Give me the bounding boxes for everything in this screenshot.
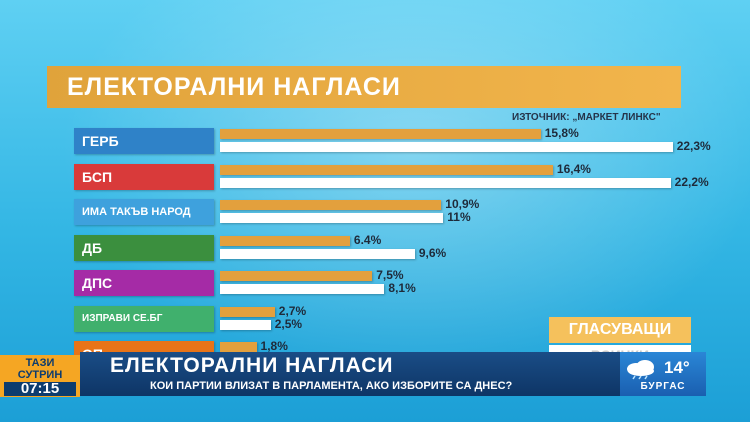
bar-current [220,284,385,294]
temperature: 14° [664,358,690,377]
party-label: ГЕРБ [74,128,214,154]
bar-previous [220,164,553,175]
show-logo-clock: ТАЗИ СУТРИН 07:15 [0,355,80,397]
show-name-line1: ТАЗИ [25,357,55,369]
bar-current [220,319,271,330]
bar-current [220,248,415,259]
bar-previous [220,306,275,317]
bar-value-label: 7,5% [376,268,404,282]
bar-value-label: 2,5% [274,316,303,331]
bar-value-label: 6.4% [353,232,382,247]
bar-previous [220,129,541,139]
chart-title: ЕЛЕКТОРАЛНИ НАГЛАСИ [67,73,401,101]
bar-value-label: 22,3% [676,139,711,153]
bar-value-label: 8,1% [388,281,416,295]
lower-third-banner: ЕЛЕКТОРАЛНИ НАГЛАСИ КОИ ПАРТИИ ВЛИЗАТ В … [80,352,620,396]
party-label: ДПС [74,270,214,296]
weather-widget: 14° БУРГАС [620,352,706,396]
bar-value-label: 15,8% [544,126,579,140]
bar-current [220,213,444,223]
bar-previous [220,235,350,246]
party-label: ДБ [74,234,214,261]
party-label: ИЗПРАВИ СЕ.БГ [74,305,214,332]
clock-time: 07:15 [4,381,76,396]
bar-value-label: 16,4% [556,161,591,176]
chart-source: ИЗТОЧНИК: „МАРКЕТ ЛИНКС" [512,112,661,123]
bar-value-label: 11% [447,210,471,224]
bar-current [220,177,671,188]
lower-third-headline: ЕЛЕКТОРАЛНИ НАГЛАСИ [110,354,394,377]
bar-previous [220,271,373,281]
bar-value-label: 22,2% [674,174,709,189]
chart-title-bar: ЕЛЕКТОРАЛНИ НАГЛАСИ [47,66,681,108]
lower-third-subheadline: КОИ ПАРТИИ ВЛИЗАТ В ПАРЛАМЕНТА, АКО ИЗБО… [150,380,513,392]
show-name-line2: СУТРИН [17,369,63,381]
bar-value-label: 10,9% [445,197,480,211]
bar-current [220,142,673,152]
cloud-rain-icon [627,360,654,380]
bar-value-label: 1,8% [260,339,288,353]
weather-city: БУРГАС [640,381,686,392]
bar-value-label: 9,6% [418,245,447,260]
bar-previous [220,200,442,210]
party-label: ИМА ТАКЪВ НАРОД [74,199,214,225]
party-label: БСП [74,163,214,190]
bar-value-label: 2,7% [278,303,307,318]
voters-box-title: ГЛАСУВАЩИ [549,317,691,343]
bar-previous [220,342,257,352]
